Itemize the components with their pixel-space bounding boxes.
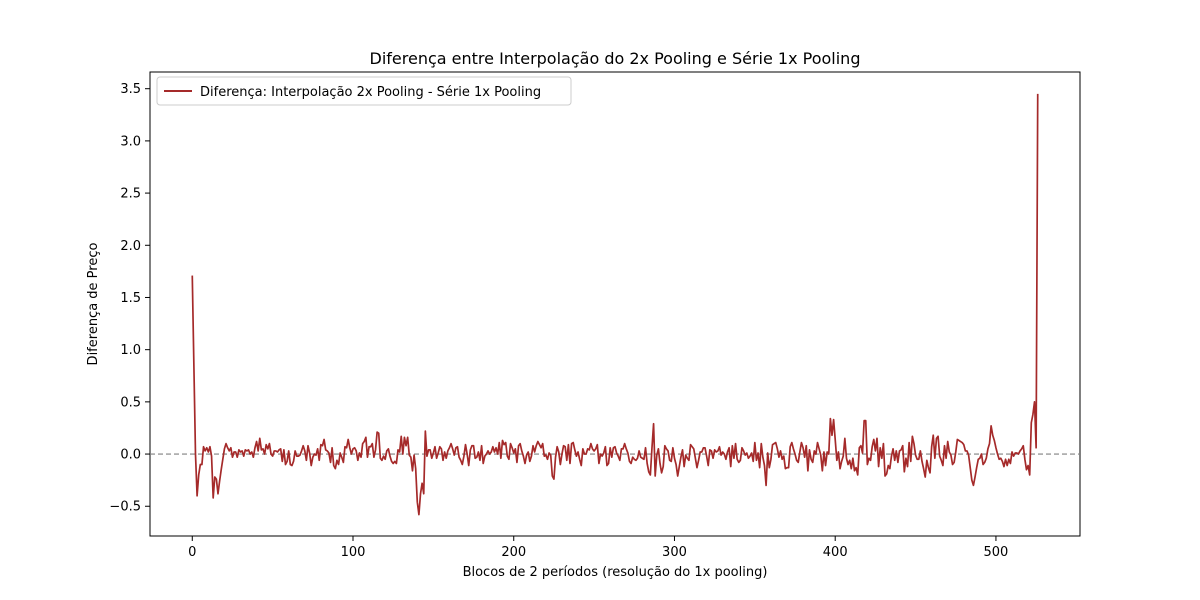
y-tick-label: 1.0 [120,343,141,358]
y-axis-label: Diferença de Preço [86,243,101,366]
y-tick-label: −0.5 [109,500,141,515]
x-axis-label: Blocos de 2 períodos (resolução do 1x po… [463,565,768,580]
legend: Diferença: Interpolação 2x Pooling - Sér… [156,76,572,106]
x-tick-label: 300 [662,545,687,560]
plot-area: 0 100 200 300 400 500 −0.5 0.0 0.5 1.0 1.5 2.0 2.5 3.… [109,71,1081,560]
legend-label: Diferença: Interpolação 2x Pooling - Sér… [200,85,541,100]
x-tick-label: 500 [984,545,1009,560]
plot-frame [149,71,1081,537]
x-tick-label: 400 [823,545,848,560]
x-tick-label: 200 [501,545,526,560]
legend-box [156,76,572,106]
y-tick-label: 2.0 [120,239,141,254]
x-tick-label: 100 [341,545,366,560]
y-tick-label: 3.0 [120,134,141,149]
y-tick-label: 3.5 [120,82,141,97]
y-tick-label: 1.5 [120,291,141,306]
chart-title: Diferença entre Interpolação do 2x Pooli… [370,49,861,68]
x-tick-label: 0 [188,545,196,560]
series-line-0 [191,93,1039,516]
y-tick-label: 0.5 [120,395,141,410]
y-tick-label: 0.0 [120,448,141,463]
y-tick-label: 2.5 [120,187,141,202]
